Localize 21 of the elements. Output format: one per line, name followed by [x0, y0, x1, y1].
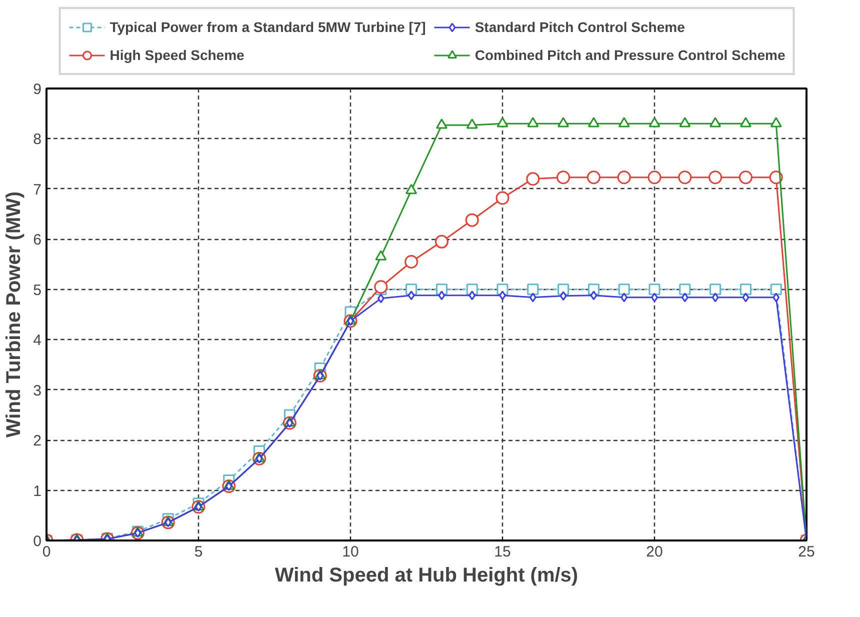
y-tick-label: 5	[33, 282, 42, 299]
y-axis-title: Wind Turbine Power (MW)	[3, 191, 26, 438]
x-tick-label: 10	[342, 544, 359, 560]
legend-label: High Speed Scheme	[110, 47, 244, 63]
y-tick-label: 7	[33, 181, 42, 198]
legend-label: Combined Pitch and Pressure Control Scheme	[474, 47, 786, 63]
y-tick-label: 9	[33, 81, 42, 98]
legend-label: Standard Pitch Control Scheme	[474, 19, 685, 35]
legend-label: Typical Power from a Standard 5MW Turbine [7]	[110, 19, 426, 35]
y-tick-label: 4	[33, 332, 42, 350]
y-tick-label: 3	[33, 382, 42, 400]
y-tick-label: 1	[33, 482, 42, 500]
x-axis-title: Wind Speed at Hub Height (m/s)	[274, 564, 578, 586]
y-tick-label: 0	[33, 533, 42, 550]
y-tick-label: 2	[33, 432, 42, 450]
x-tick-label: 15	[494, 544, 511, 560]
y-tick-label: 6	[33, 232, 42, 249]
y-tick-label: 8	[33, 131, 42, 148]
x-tick-label: 5	[194, 544, 203, 560]
x-tick-label: 20	[646, 544, 663, 560]
x-tick-label: 25	[798, 544, 815, 560]
